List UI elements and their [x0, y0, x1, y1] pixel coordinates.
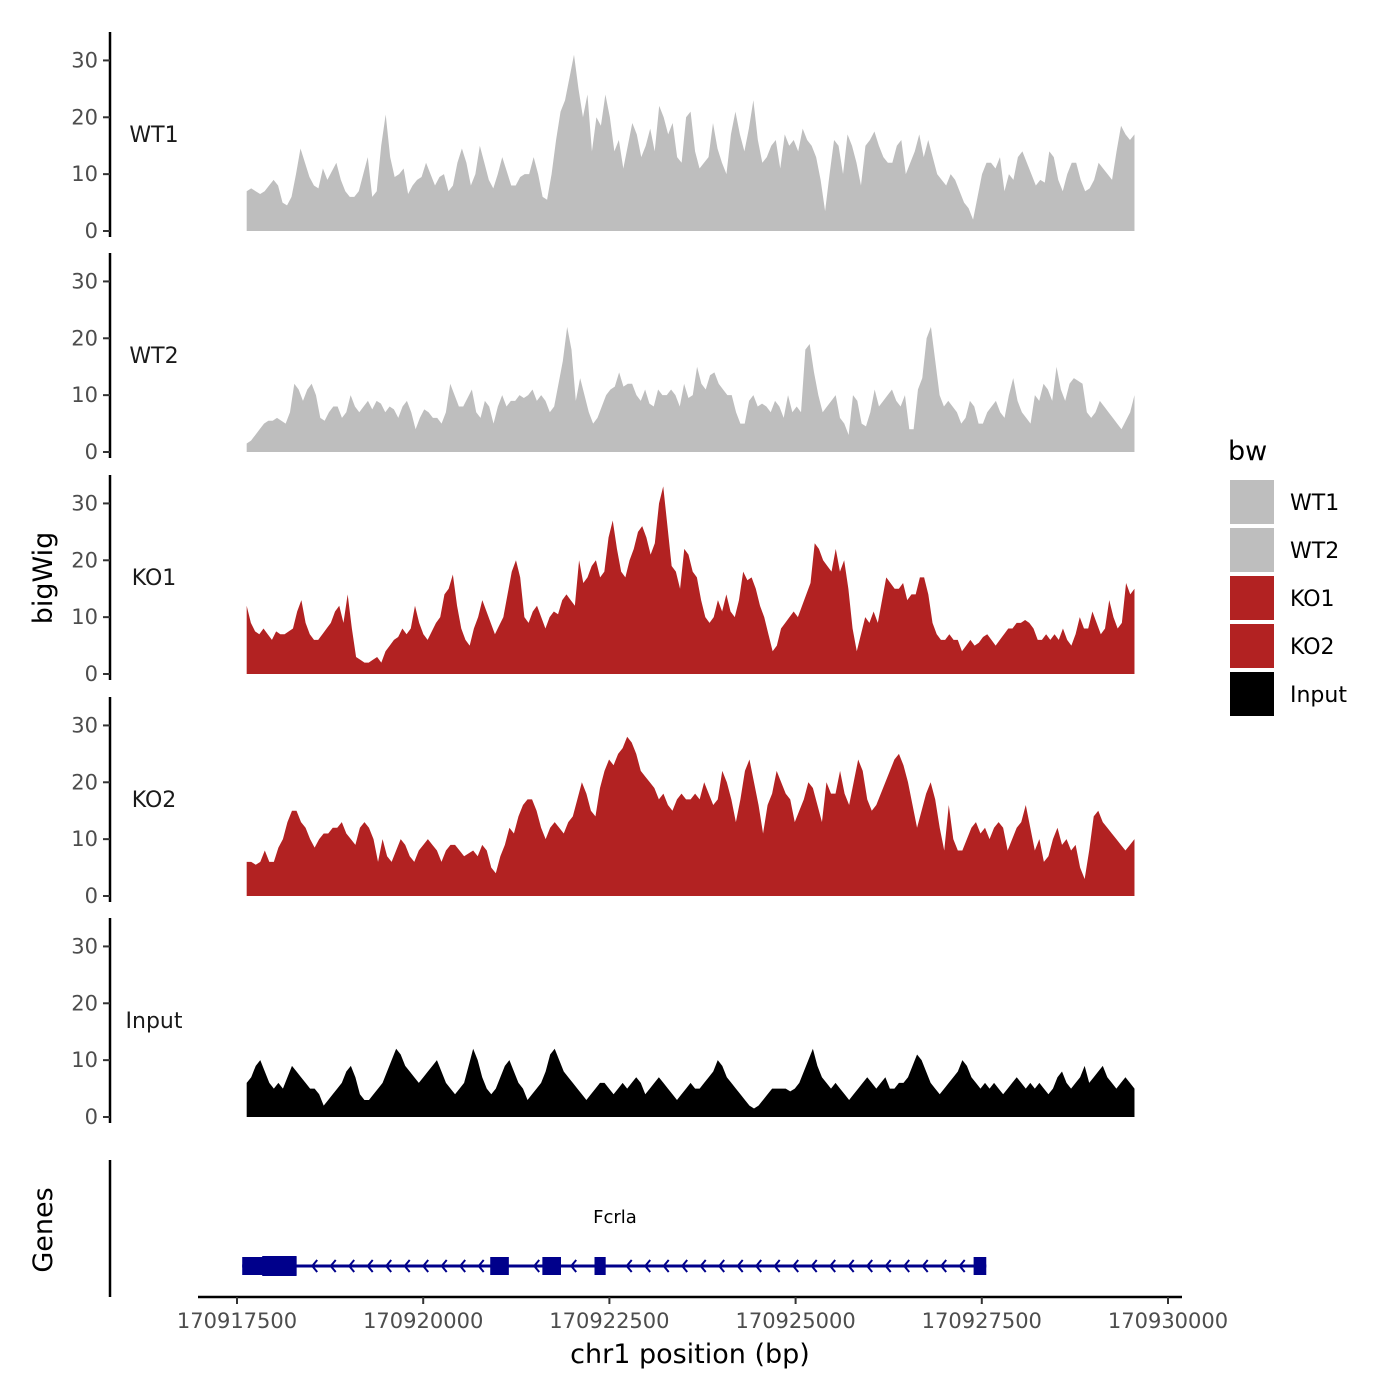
legend: bw WT1 WT2 KO1 KO2 Input — [1228, 436, 1347, 716]
track-panel-wt1: 0 10 20 30 WT1 — [71, 32, 1135, 243]
signal-area-wt2 — [246, 326, 1135, 452]
strand-arrow — [569, 1259, 577, 1273]
y-tick-label: 10 — [71, 162, 98, 186]
track-label: WT1 — [129, 123, 178, 148]
strand-arrow — [680, 1259, 688, 1273]
signal-area-wt1 — [246, 54, 1135, 231]
y-tick-label: 10 — [71, 383, 98, 407]
strand-arrow — [403, 1259, 411, 1273]
strand-arrow — [458, 1259, 466, 1273]
y-tick-label: 0 — [85, 219, 98, 243]
x-tick-label: 170917500 — [177, 1309, 297, 1333]
signal-area-ko2 — [246, 736, 1135, 896]
y-tick-label: 30 — [71, 48, 98, 72]
signal-area-input — [246, 1048, 1135, 1117]
track-label: KO2 — [132, 788, 177, 813]
y-tick-label: 20 — [71, 548, 98, 572]
strand-arrow — [643, 1259, 651, 1273]
strand-arrow — [902, 1259, 910, 1273]
track-panel-wt2: 0 10 20 30 WT2 — [71, 253, 1135, 464]
x-tick-label: 170927500 — [922, 1309, 1042, 1333]
x-tick-label: 170920000 — [363, 1309, 483, 1333]
y-tick-label: 20 — [71, 105, 98, 129]
strand-arrow — [791, 1259, 799, 1273]
legend-label-input: Input — [1290, 683, 1347, 708]
track-label: Input — [126, 1009, 183, 1034]
gene-exon — [973, 1257, 987, 1275]
y-tick-label: 0 — [85, 662, 98, 686]
y-tick-label: 10 — [71, 1048, 98, 1072]
strand-arrow — [810, 1259, 818, 1273]
track-label: WT2 — [129, 344, 178, 369]
y-tick-label: 30 — [71, 491, 98, 515]
strand-arrow — [477, 1259, 485, 1273]
y-tick-label: 0 — [85, 884, 98, 908]
gene-panel: Fcrla — [108, 1160, 987, 1297]
strand-arrow — [384, 1259, 392, 1273]
strand-arrow — [828, 1259, 836, 1273]
gene-exon — [594, 1257, 606, 1275]
strand-arrow — [310, 1259, 318, 1273]
legend-label-wt1: WT1 — [1290, 491, 1339, 516]
x-tick-label: 170925000 — [735, 1309, 855, 1333]
legend-title: bw — [1228, 436, 1267, 467]
y-tick-label: 20 — [71, 991, 98, 1015]
strand-arrow — [847, 1259, 855, 1273]
gene-exon-utr — [262, 1256, 297, 1276]
legend-swatch-ko1 — [1230, 576, 1274, 620]
x-tick-label: 170922500 — [549, 1309, 669, 1333]
strand-arrow — [421, 1259, 429, 1273]
gene-name-label: Fcrla — [593, 1207, 637, 1228]
track-label: KO1 — [132, 566, 177, 591]
strand-arrow — [329, 1259, 337, 1273]
y-tick-label: 0 — [85, 1105, 98, 1129]
strand-arrow — [717, 1259, 725, 1273]
strand-arrow — [939, 1259, 947, 1273]
track-panel-ko1: 0 10 20 30 KO1 — [71, 475, 1135, 686]
legend-swatch-wt1 — [1230, 480, 1274, 524]
legend-label-wt2: WT2 — [1290, 539, 1339, 564]
gene-exon — [542, 1257, 561, 1275]
y-axis-title: bigWig — [28, 532, 59, 625]
y-tick-label: 30 — [71, 713, 98, 737]
strand-arrow — [625, 1259, 633, 1273]
strand-arrow — [347, 1259, 355, 1273]
strand-arrow — [440, 1259, 448, 1273]
y-tick-label: 20 — [71, 326, 98, 350]
y-tick-label: 10 — [71, 827, 98, 851]
legend-swatch-ko2 — [1230, 624, 1274, 668]
strand-arrow — [662, 1259, 670, 1273]
strand-arrow — [865, 1259, 873, 1273]
legend-label-ko1: KO1 — [1290, 587, 1335, 612]
gene-panel-title: Genes — [28, 1187, 59, 1272]
y-tick-label: 0 — [85, 440, 98, 464]
track-panel-ko2: 0 10 20 30 KO2 — [71, 697, 1135, 908]
strand-arrow — [884, 1259, 892, 1273]
x-tick-label: 170930000 — [1108, 1309, 1228, 1333]
track-panel-input: 0 10 20 30 Input — [71, 918, 1135, 1129]
strand-arrow — [754, 1259, 762, 1273]
gene-exon — [490, 1257, 509, 1275]
strand-arrow — [532, 1259, 540, 1273]
y-tick-label: 20 — [71, 770, 98, 794]
signal-area-ko1 — [246, 486, 1135, 674]
strand-arrow — [366, 1259, 374, 1273]
legend-swatch-wt2 — [1230, 528, 1274, 572]
x-axis-title: chr1 position (bp) — [570, 1339, 810, 1370]
strand-arrow — [736, 1259, 744, 1273]
x-axis: 170917500 170920000 170922500 170925000 1709… — [177, 1295, 1228, 1333]
y-tick-label: 30 — [71, 934, 98, 958]
strand-arrow — [773, 1259, 781, 1273]
legend-label-ko2: KO2 — [1290, 635, 1335, 660]
strand-arrow — [921, 1259, 929, 1273]
y-tick-label: 10 — [71, 605, 98, 629]
strand-arrow — [958, 1259, 966, 1273]
tracks-layer: 0 10 20 30 WT1 0 10 20 30 WT2 0 10 20 30 KO1 0 10 20 30 KO2… — [71, 32, 1135, 1129]
strand-arrow — [699, 1259, 707, 1273]
legend-swatch-input — [1230, 672, 1274, 716]
y-tick-label: 30 — [71, 269, 98, 293]
